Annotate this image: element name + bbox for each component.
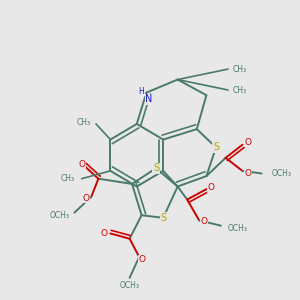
Text: CH₃: CH₃ bbox=[233, 85, 247, 94]
Text: O: O bbox=[101, 229, 108, 238]
Text: O: O bbox=[78, 160, 85, 169]
Text: S: S bbox=[160, 213, 166, 223]
Text: O: O bbox=[245, 169, 252, 178]
Text: CH₃: CH₃ bbox=[77, 118, 91, 127]
Text: H: H bbox=[139, 87, 145, 96]
Text: OCH₃: OCH₃ bbox=[228, 224, 248, 233]
Text: O: O bbox=[83, 194, 90, 203]
Text: CH₃: CH₃ bbox=[60, 174, 74, 183]
Text: OCH₃: OCH₃ bbox=[271, 169, 291, 178]
Text: O: O bbox=[245, 138, 252, 147]
Text: OCH₃: OCH₃ bbox=[50, 211, 70, 220]
Text: OCH₃: OCH₃ bbox=[120, 281, 140, 290]
Text: O: O bbox=[208, 183, 215, 192]
Text: CH₃: CH₃ bbox=[233, 64, 247, 74]
Text: O: O bbox=[200, 217, 208, 226]
Text: S: S bbox=[213, 142, 219, 152]
Text: S: S bbox=[153, 163, 159, 173]
Text: N: N bbox=[145, 94, 152, 104]
Text: O: O bbox=[138, 255, 145, 264]
